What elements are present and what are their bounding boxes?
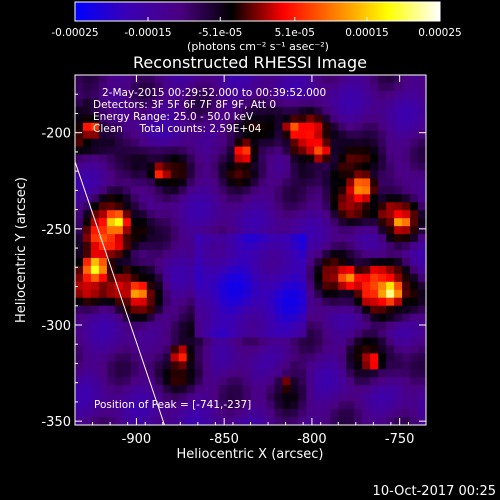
annotation-detectors: Detectors: 3F 5F 6F 7F 8F 9F, Att 0: [93, 99, 276, 111]
colorbar-tick-label: -0.00015: [124, 27, 171, 39]
axis-ticks: -900 -850 -800 -750 -350 -300 -250 -200: [41, 74, 427, 447]
y-tick-label: -350: [41, 415, 71, 430]
annotation-clean-counts: Clean Total counts: 2.59E+04: [93, 123, 262, 135]
solar-limb-line: [74, 161, 165, 426]
annotation-time-range: 2-May-2015 00:29:52.000 to 00:39:52.000: [102, 87, 326, 99]
x-tick-label: -850: [209, 432, 239, 447]
colorbar-gradient: [74, 1, 441, 22]
colorbar-tick-label: 5.1e-05: [275, 27, 315, 39]
render-timestamp: 10-Oct-2017 00:25: [373, 484, 496, 499]
plot-area: 2-May-2015 00:29:52.000 to 00:39:52.000 …: [41, 74, 427, 447]
x-axis-label: Heliocentric X (arcsec): [177, 447, 324, 462]
x-tick-label: -750: [385, 432, 415, 447]
y-tick-label: -250: [41, 223, 71, 238]
chart-title: Reconstructed RHESSI Image: [133, 53, 367, 72]
colorbar-tick-label: -0.00025: [51, 27, 98, 39]
colorbar-tick-label: -5.1e-05: [198, 27, 242, 39]
annotation-block: 2-May-2015 00:29:52.000 to 00:39:52.000 …: [93, 87, 326, 135]
colorbar-unit-label: (photons cm⁻² s⁻¹ asec⁻²): [187, 40, 329, 53]
colorbar-ticks: -0.00025 -0.00015 -5.1e-05 5.1e-05 0.00015 0.…: [51, 17, 462, 39]
heatmap-image: [75, 75, 426, 425]
colorbar-tick-label: 0.00015: [345, 27, 388, 39]
peak-position-label: Position of Peak = [-741,-237]: [94, 399, 251, 411]
y-tick-label: -300: [41, 319, 71, 334]
x-tick-label: -900: [122, 432, 152, 447]
colorbar: -0.00025 -0.00015 -5.1e-05 5.1e-05 0.00015 0.…: [51, 1, 462, 53]
annotation-energy-range: Energy Range: 25.0 - 50.0 keV: [93, 111, 254, 123]
y-tick-label: -200: [41, 127, 71, 142]
x-tick-label: -800: [297, 432, 327, 447]
colorbar-tick-label: 0.00025: [418, 27, 461, 39]
y-axis-label: Heliocentric Y (arcsec): [14, 177, 29, 323]
